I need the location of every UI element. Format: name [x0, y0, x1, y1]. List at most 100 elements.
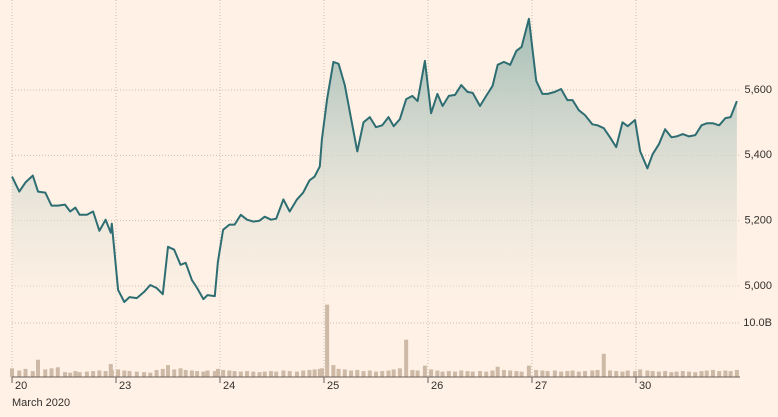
x-tick-label: 26	[431, 380, 443, 392]
x-axis-label: March 2020	[12, 397, 70, 409]
volume-bar	[178, 368, 183, 377]
volume-bar	[519, 371, 524, 377]
volume-bar	[570, 370, 575, 377]
y-tick-label: 5,600	[744, 84, 772, 96]
volume-bar	[710, 369, 715, 377]
volume-bar	[238, 371, 243, 377]
volume-bar	[374, 371, 378, 377]
volume-bar	[367, 370, 372, 377]
volume-bar	[349, 370, 354, 377]
volume-bar	[704, 370, 709, 377]
volume-bar	[391, 369, 396, 377]
volume-bar	[281, 370, 286, 377]
volume-bar	[435, 370, 440, 377]
volume-bar	[386, 370, 391, 377]
volume-bar	[576, 371, 581, 377]
volume-bar	[410, 369, 415, 377]
volume-bar	[103, 371, 108, 377]
volume-bar	[183, 369, 188, 377]
volume-bar	[453, 371, 458, 377]
volume-bar	[583, 371, 588, 377]
volume-bar	[232, 371, 237, 377]
volume-bar	[189, 370, 194, 377]
volume-bar	[317, 368, 322, 377]
volume-bar	[415, 370, 420, 377]
volume-bar	[84, 371, 89, 377]
volume-bar	[355, 369, 360, 377]
volume-bar	[77, 372, 82, 377]
volume-bar	[669, 372, 674, 377]
volume-bar	[10, 368, 14, 377]
volume-bar	[446, 371, 451, 377]
x-tick-label: 23	[119, 380, 131, 392]
volume-bar	[429, 369, 434, 377]
volume-bar	[540, 370, 545, 377]
volume-bar	[490, 370, 495, 377]
volume-bar	[625, 370, 630, 377]
volume-bar	[342, 369, 347, 377]
volume-bar	[595, 369, 600, 377]
y-tick-label: 10.0B	[743, 317, 772, 329]
volume-bar	[91, 371, 96, 377]
y-tick-label: 5,200	[744, 215, 772, 227]
volume-bar	[361, 371, 366, 377]
volume-bar	[212, 371, 217, 377]
volume-bar	[336, 368, 341, 377]
volume-bar	[422, 365, 427, 377]
y-tick-label: 5,000	[744, 280, 772, 292]
volume-bar	[166, 365, 170, 377]
volume-bar	[614, 371, 619, 377]
x-tick-label: 27	[535, 380, 547, 392]
volume-bar	[465, 371, 470, 377]
volume-bar	[526, 365, 531, 377]
volume-bar	[559, 371, 564, 377]
volume-bar	[116, 369, 121, 377]
x-tick-label: 24	[223, 380, 235, 392]
volume-bar	[134, 371, 139, 377]
volume-bar	[601, 353, 606, 377]
volume-bar	[632, 371, 637, 377]
volume-bar	[397, 368, 402, 377]
volume-bar	[508, 370, 513, 377]
volume-bar	[319, 368, 324, 377]
volume-bar	[287, 371, 292, 377]
x-tick-label: 30	[639, 380, 651, 392]
volume-bar	[552, 370, 557, 377]
volume-bar	[565, 371, 570, 377]
volume-bar	[478, 371, 482, 377]
volume-bar	[172, 369, 177, 377]
volume-bar	[380, 371, 385, 377]
volume-bar	[728, 371, 733, 377]
volume-bar	[221, 369, 226, 377]
volume-bar	[122, 370, 127, 377]
volume-bar	[312, 369, 317, 377]
volume-bar	[534, 369, 539, 377]
volume-bar	[257, 372, 262, 377]
volume-bar	[201, 371, 206, 377]
volume-bar	[590, 370, 595, 377]
volume-bar	[68, 372, 73, 377]
volume-bar	[73, 371, 78, 377]
volume-bar	[301, 370, 306, 377]
volume-bar	[49, 368, 54, 377]
volume-bar	[331, 365, 336, 377]
volume-bar	[227, 370, 232, 377]
volume-bar	[734, 369, 739, 377]
volume-bar	[36, 359, 40, 377]
volume-bar	[142, 372, 147, 377]
volume-bar	[251, 371, 256, 377]
volume-bar	[195, 371, 200, 377]
volume-bar	[440, 371, 445, 377]
volume-bar	[687, 371, 692, 377]
volume-bar	[17, 370, 22, 377]
volume-bar	[459, 370, 464, 377]
volume-bar	[699, 371, 704, 377]
volume-bar	[262, 371, 267, 377]
volume-bar	[274, 371, 279, 377]
volume-bar	[514, 371, 519, 377]
volume-bar	[501, 369, 506, 377]
volume-bar	[268, 371, 273, 377]
volume-bar	[693, 372, 698, 377]
volume-bar	[674, 371, 679, 377]
